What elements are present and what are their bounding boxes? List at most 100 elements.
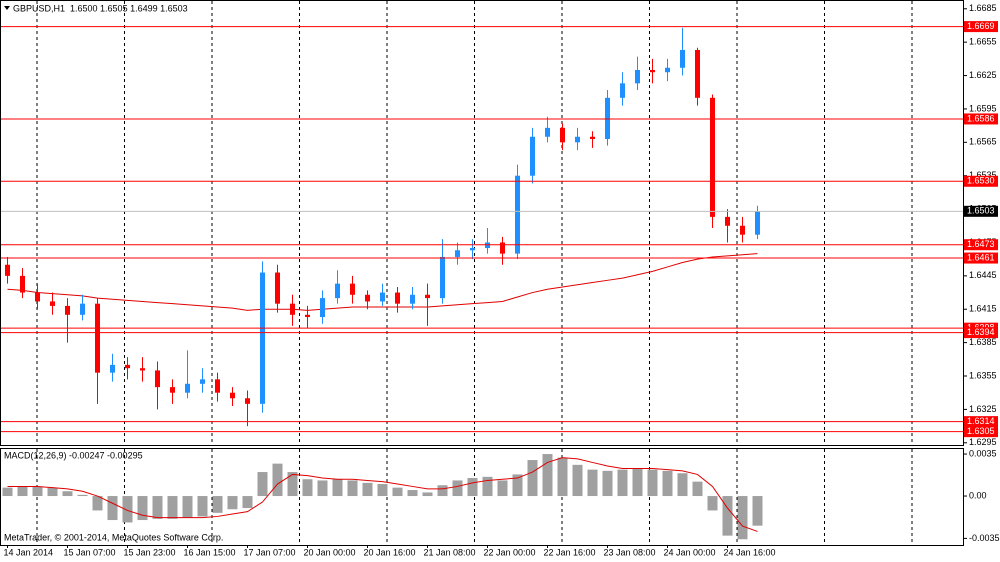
price-label: 1.6503 (967, 206, 995, 216)
x-tick-label: 14 Jan 2014 (4, 547, 54, 557)
macd-bar (287, 472, 298, 497)
candle-body (320, 298, 325, 318)
macd-bar (722, 496, 733, 536)
candle-body (590, 136, 595, 139)
macd-bar (587, 469, 598, 497)
candle-body (395, 292, 400, 304)
x-tick-label: 17 Jan 07:00 (244, 547, 296, 557)
candle-body (275, 272, 280, 304)
candle-body (560, 127, 565, 143)
candle-body (110, 364, 115, 373)
y-tick-label: 1.6355 (969, 370, 997, 380)
candle-body (425, 294, 430, 299)
candle-body (740, 225, 745, 235)
x-tick-label: 24 Jan 00:00 (664, 547, 716, 557)
y-tick-label: 1.6565 (969, 137, 997, 147)
x-tick-label: 22 Jan 16:00 (544, 547, 596, 557)
price-box (964, 205, 998, 217)
macd-bar (47, 487, 58, 497)
macd-bar (707, 496, 718, 511)
level-box (964, 426, 998, 438)
level-label: 1.6530 (967, 176, 995, 186)
candle-body (125, 364, 130, 369)
candle-body (245, 398, 250, 404)
macd-bar (647, 469, 658, 497)
candle-body (410, 294, 415, 304)
y-tick-label: 1.6685 (969, 3, 997, 13)
candle-body (170, 387, 175, 393)
candle-body (725, 216, 730, 226)
macd-bar (527, 460, 538, 497)
candle-body (665, 67, 670, 73)
macd-bar (257, 472, 268, 497)
macd-bar (272, 463, 283, 497)
chart-header: GBPUSD,H1 1.6500 1.6505 1.6499 1.6503 (13, 3, 188, 13)
candle-body (20, 275, 25, 293)
macd-bar (302, 479, 313, 497)
level-box (964, 416, 998, 428)
y-tick-label: -0.00353 (969, 533, 1000, 543)
candle-body (50, 301, 55, 306)
candle-body (695, 49, 700, 98)
x-tick-label: 20 Jan 00:00 (304, 547, 356, 557)
macd-bar (467, 478, 478, 497)
candle-body (545, 127, 550, 137)
macd-bar (182, 496, 193, 518)
candle-body (680, 49, 685, 68)
candle-body (605, 97, 610, 139)
candle-body (260, 272, 265, 404)
macd-bar (362, 482, 373, 497)
candle-body (635, 69, 640, 84)
candle-body (440, 256, 445, 299)
macd-bar (662, 470, 673, 497)
candle-body (575, 136, 580, 143)
macd-bar (77, 494, 88, 497)
x-tick-label: 16 Jan 15:00 (184, 547, 236, 557)
macd-bar (17, 486, 28, 497)
macd-bar (332, 479, 343, 497)
candle-body (95, 303, 100, 373)
candle-body (755, 211, 760, 235)
y-tick-label: 1.6325 (969, 404, 997, 414)
candle-body (140, 368, 145, 371)
macd-panel-border (0, 448, 964, 546)
macd-bar (632, 468, 643, 497)
level-box (964, 113, 998, 125)
macd-bar (512, 474, 523, 497)
candle-body (5, 264, 10, 276)
y-tick-label: 1.6295 (969, 437, 997, 447)
macd-bar (197, 496, 208, 517)
macd-bar (317, 480, 328, 497)
macd-bar (602, 470, 613, 497)
x-tick-label: 24 Jan 16:00 (724, 547, 776, 557)
level-box (964, 21, 998, 33)
macd-bar (392, 487, 403, 497)
level-box (964, 239, 998, 251)
level-box (964, 252, 998, 264)
x-tick-label: 22 Jan 00:00 (484, 547, 536, 557)
y-tick-label: 1.6385 (969, 337, 997, 347)
y-tick-label: 1.6655 (969, 37, 997, 47)
x-tick-label: 15 Jan 07:00 (64, 547, 116, 557)
y-tick-label: 1.6535 (969, 170, 997, 180)
level-box (964, 175, 998, 187)
y-tick-label: 1.6445 (969, 270, 997, 280)
macd-bar (347, 480, 358, 497)
macd-bar (32, 486, 43, 497)
candle-body (335, 283, 340, 299)
candle-body (200, 379, 205, 384)
macd-bar (557, 457, 568, 497)
macd-bar (677, 473, 688, 497)
macd-bar (752, 496, 763, 526)
candle-body (485, 242, 490, 249)
macd-bar (617, 469, 628, 497)
macd-bar (242, 496, 253, 509)
candle-body (530, 136, 535, 176)
level-label: 1.6473 (967, 239, 995, 249)
y-tick-label: 1.6625 (969, 70, 997, 80)
macd-bar (92, 496, 103, 511)
macd-bar (122, 496, 133, 523)
level-label: 1.6461 (967, 252, 995, 262)
macd-bar (437, 485, 448, 497)
